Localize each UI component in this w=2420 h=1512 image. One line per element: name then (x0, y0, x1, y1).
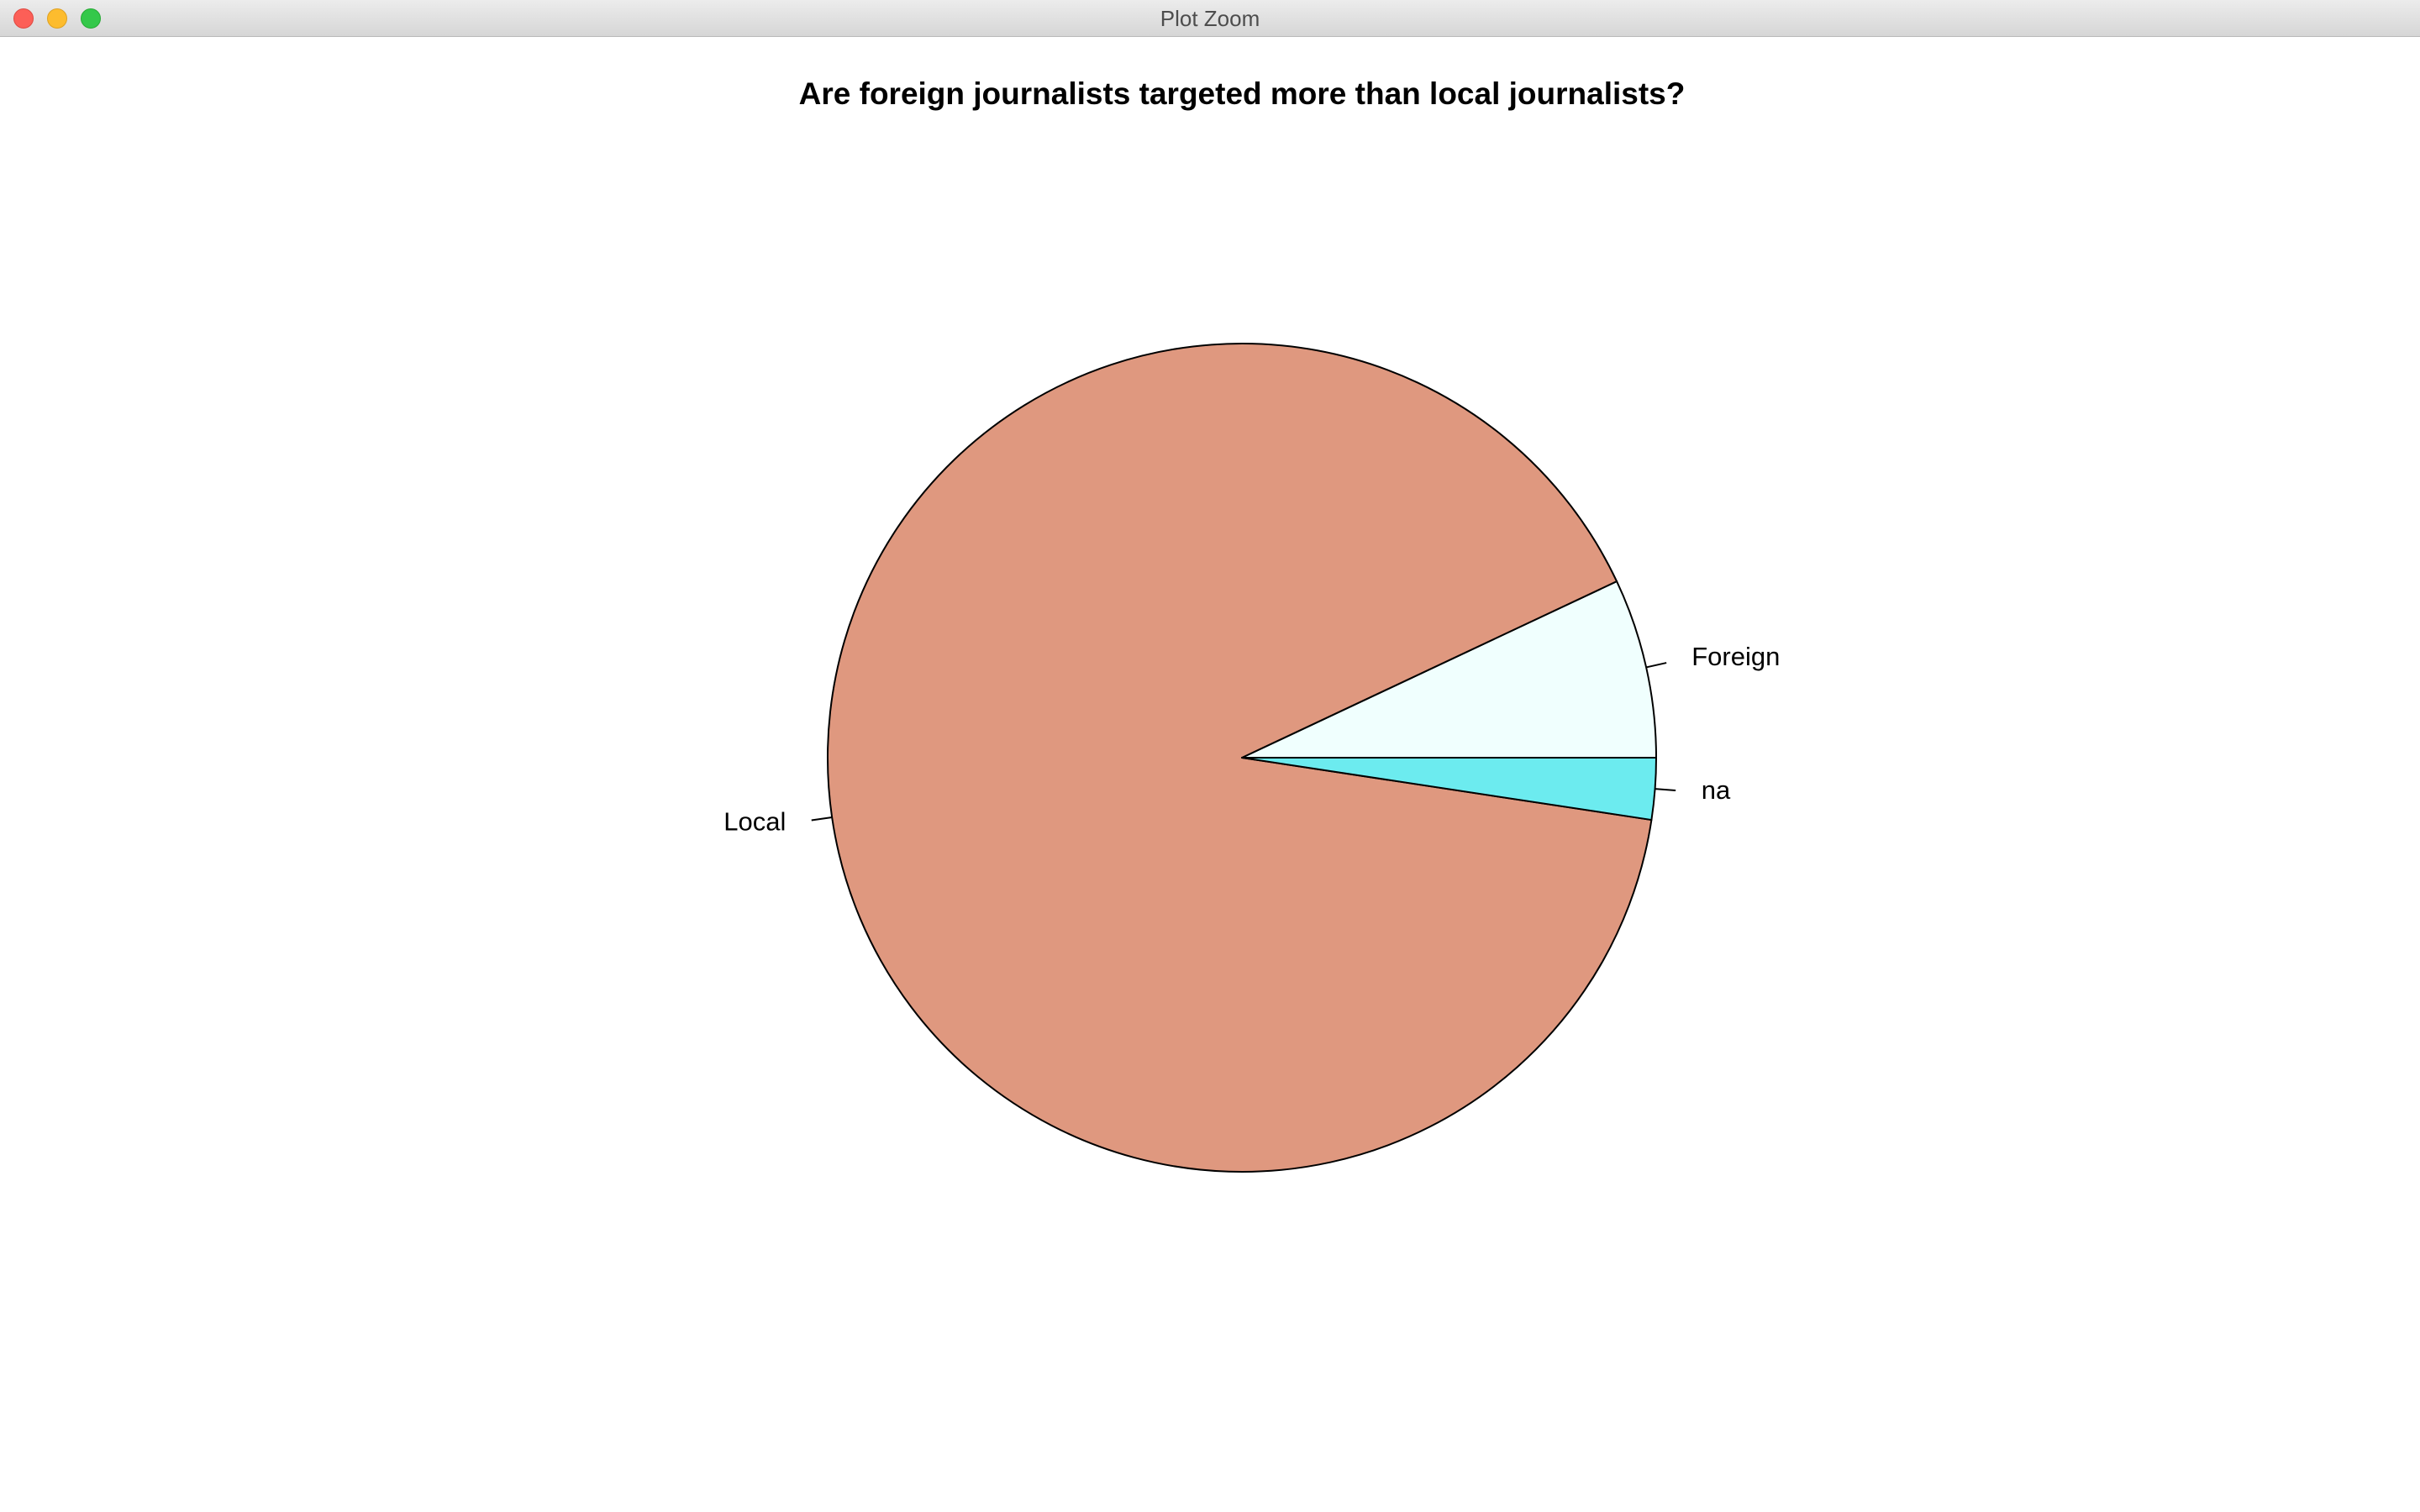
plot-area: Are foreign journalists targeted more th… (0, 37, 2420, 1512)
pie-chart: Are foreign journalists targeted more th… (723, 76, 1780, 1173)
pie-slice-na (1241, 757, 1657, 822)
minimize-window-button[interactable] (47, 8, 67, 29)
window-titlebar[interactable]: Plot Zoom (0, 0, 2420, 37)
pie-slices (827, 343, 1657, 1173)
pie-label-tick-na (1655, 788, 1676, 791)
chart-title: Are foreign journalists targeted more th… (799, 76, 1686, 111)
pie-labels: Foreign Local na (723, 642, 1780, 836)
pie-label-na: na (1702, 775, 1731, 805)
pie-label-foreign: Foreign (1691, 642, 1780, 671)
pie-label-tick-foreign (1645, 662, 1667, 669)
zoom-window-button[interactable] (81, 8, 101, 29)
pie-label-local: Local (723, 806, 786, 836)
pie-slice-local (827, 343, 1653, 1173)
close-window-button[interactable] (13, 8, 34, 29)
pie-label-tick-local (811, 816, 833, 822)
pie-slice-foreign (1241, 580, 1657, 759)
window-title: Plot Zoom (1160, 6, 1260, 31)
